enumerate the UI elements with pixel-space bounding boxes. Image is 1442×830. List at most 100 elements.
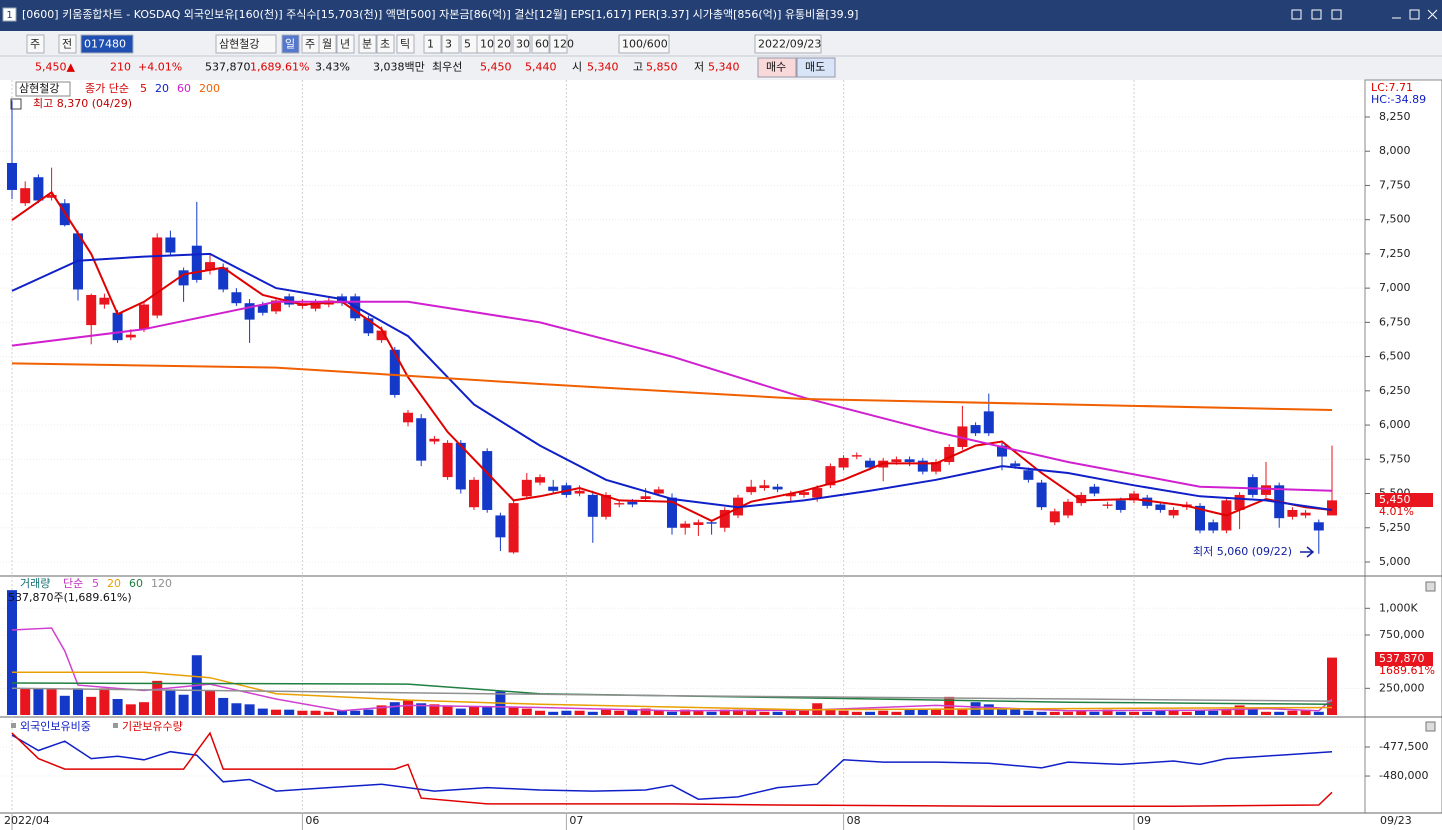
toolbar-label[interactable]: 주: [30, 38, 40, 51]
candle-body: [508, 503, 519, 553]
toolbar-label[interactable]: 전: [62, 38, 72, 51]
legend-entry: 20: [155, 82, 169, 95]
info-value: 최우선: [432, 61, 462, 74]
legend-label: 거래량: [20, 577, 50, 590]
legend-entry: 5: [92, 577, 99, 590]
volume-bar: [904, 709, 915, 715]
y-tick-label: 7,250: [1379, 247, 1411, 260]
volume-bar: [284, 709, 295, 715]
legend-entry: 20: [107, 577, 121, 590]
toolbar-button[interactable]: [493, 34, 512, 54]
low-arrow: [1300, 546, 1315, 558]
info-value[interactable]: 매수: [766, 61, 786, 74]
toolbar-button[interactable]: [754, 34, 822, 54]
candle-body: [218, 267, 229, 290]
toolbar-button[interactable]: [281, 34, 300, 54]
toolbar-label[interactable]: 틱: [400, 38, 410, 51]
volume-bar: [139, 702, 149, 715]
info-value[interactable]: 매도: [805, 61, 825, 74]
volume-bar: [376, 705, 387, 715]
volume-bar: [297, 710, 308, 715]
toolbar-button[interactable]: [441, 34, 460, 54]
toolbar-label[interactable]: 삼현철강: [219, 38, 259, 51]
toolbar-button[interactable]: [531, 34, 550, 54]
legend-swatch: [113, 723, 118, 728]
close[interactable]: [1427, 9, 1438, 20]
toolbar-label[interactable]: 년: [340, 38, 350, 51]
volume-bar: [601, 709, 611, 715]
line-series: [11, 300, 1333, 492]
toolbar-button[interactable]: [512, 34, 531, 54]
toolbar-button[interactable]: [336, 34, 355, 54]
panel-close[interactable]: [1425, 581, 1436, 592]
toolbar-label[interactable]: 일: [285, 37, 295, 51]
candle-body: [680, 523, 691, 528]
toolbar-button[interactable]: [423, 34, 442, 54]
toolbar-button[interactable]: [396, 34, 415, 54]
candle-body: [983, 411, 994, 434]
volume-value: 537,870: [1379, 652, 1425, 665]
maximize[interactable]: [1409, 9, 1420, 20]
plots: 2022/040607080909/235,0005,2505,5005,750…: [0, 80, 1436, 830]
toolbar-label[interactable]: 초: [380, 38, 390, 51]
volume-bar: [1300, 709, 1311, 715]
toolbar-label[interactable]: 30: [516, 38, 530, 51]
candle-body: [20, 188, 31, 204]
toolbar-label[interactable]: 60: [535, 38, 549, 51]
toolbar-label[interactable]: 1: [427, 38, 434, 51]
candle-body: [205, 262, 215, 271]
volume-bar: [244, 704, 255, 715]
candle-body: [957, 426, 968, 447]
y-tick-label: -480,000: [1379, 769, 1428, 782]
y-tick-label: 6,250: [1379, 384, 1411, 397]
volume-bar: [825, 709, 836, 715]
btn-a[interactable]: [1291, 9, 1302, 20]
toolbar-button[interactable]: [376, 34, 395, 54]
toolbar-label[interactable]: 월: [322, 38, 332, 51]
candle-body: [389, 349, 400, 395]
toolbar-label[interactable]: 5: [464, 38, 471, 51]
candle-body: [376, 330, 387, 341]
volume-bar: [1063, 711, 1073, 715]
toolbar-label[interactable]: 120: [553, 38, 574, 51]
toolbar-button[interactable]: [549, 34, 568, 54]
toolbar-label[interactable]: 분: [362, 38, 372, 51]
toolbar-button[interactable]: [58, 34, 77, 54]
toolbar-button[interactable]: [358, 34, 377, 54]
order-button[interactable]: [796, 57, 836, 78]
candle-body: [363, 318, 374, 334]
volume-bar: [561, 710, 572, 715]
toolbar-button[interactable]: [215, 34, 277, 54]
volume-bar: [1274, 711, 1285, 715]
candle-body: [125, 334, 136, 338]
toolbar-button[interactable]: [80, 34, 134, 54]
candle-body: [482, 451, 493, 510]
btn-c[interactable]: [1331, 9, 1342, 20]
volume-bar: [878, 710, 889, 715]
volume-bar: [271, 709, 281, 715]
y-tick-label: 1,000K: [1379, 601, 1418, 614]
info-value: 5,340: [708, 61, 740, 74]
candle-body: [1023, 470, 1034, 480]
candle-body: [469, 479, 479, 508]
toolbar-label[interactable]: 3: [445, 38, 452, 51]
btn-b[interactable]: [1311, 9, 1322, 20]
volume-bar: [1181, 711, 1192, 715]
candle-body: [719, 509, 730, 528]
toolbar-button[interactable]: [318, 34, 337, 54]
y-tick-label: 6,750: [1379, 315, 1411, 328]
toolbar-label[interactable]: 주: [305, 38, 315, 51]
toolbar-label[interactable]: 017480: [84, 38, 126, 51]
panel-close[interactable]: [1425, 721, 1436, 732]
toolbar-button[interactable]: [26, 34, 45, 54]
order-button[interactable]: [757, 57, 797, 78]
toolbar-label[interactable]: 100/600: [622, 38, 668, 51]
toolbar-label[interactable]: 20: [497, 38, 511, 51]
toolbar-label[interactable]: 10: [480, 38, 494, 51]
toolbar-label[interactable]: 2022/09/23: [758, 38, 821, 51]
toolbar-button[interactable]: [618, 34, 670, 54]
window-buttons[interactable]: [1291, 9, 1438, 20]
info-value: 5,440: [525, 61, 557, 74]
candle-body: [917, 460, 928, 472]
